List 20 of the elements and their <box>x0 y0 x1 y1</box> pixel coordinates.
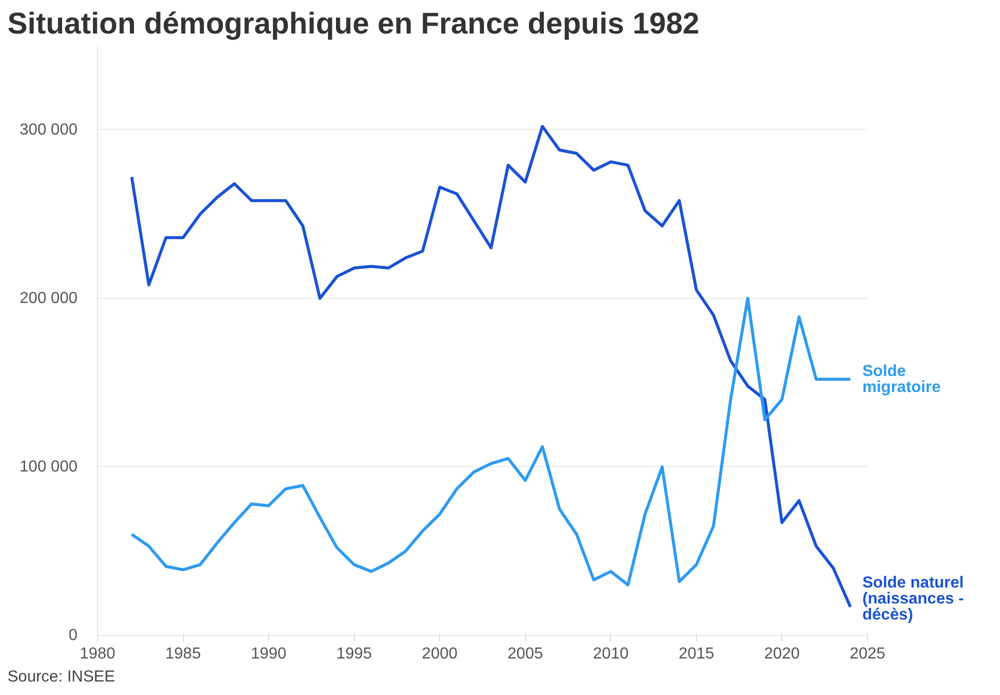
line-series <box>130 124 852 608</box>
y-tick-label: 300 000 <box>20 121 78 138</box>
x-tick-label: 1990 <box>250 646 287 662</box>
y-tick-label: 0 <box>68 627 78 644</box>
source-note: Source: INSEE <box>8 668 116 686</box>
x-tick-label: 2000 <box>422 646 458 662</box>
x-tick-label: 2020 <box>764 646 800 662</box>
x-tick-label: 1985 <box>165 646 201 662</box>
x-tick-label: 2025 <box>850 646 886 662</box>
y-tick-label: 200 000 <box>20 290 78 307</box>
series-label: Solde naturel (naissances - décès) <box>862 574 964 624</box>
x-tick-label: 1995 <box>336 646 372 662</box>
x-tick-label: 2005 <box>507 646 544 662</box>
series-label: Solde migratoire <box>862 362 941 396</box>
chart-title: Situation démographique en France depuis 1982 <box>8 8 700 40</box>
y-tick-label: 100 000 <box>20 458 78 476</box>
line-series <box>130 296 852 586</box>
x-tick-label: 1980 <box>80 646 116 662</box>
x-tick-label: 2015 <box>678 646 714 662</box>
x-tick-label: 2010 <box>593 646 629 662</box>
